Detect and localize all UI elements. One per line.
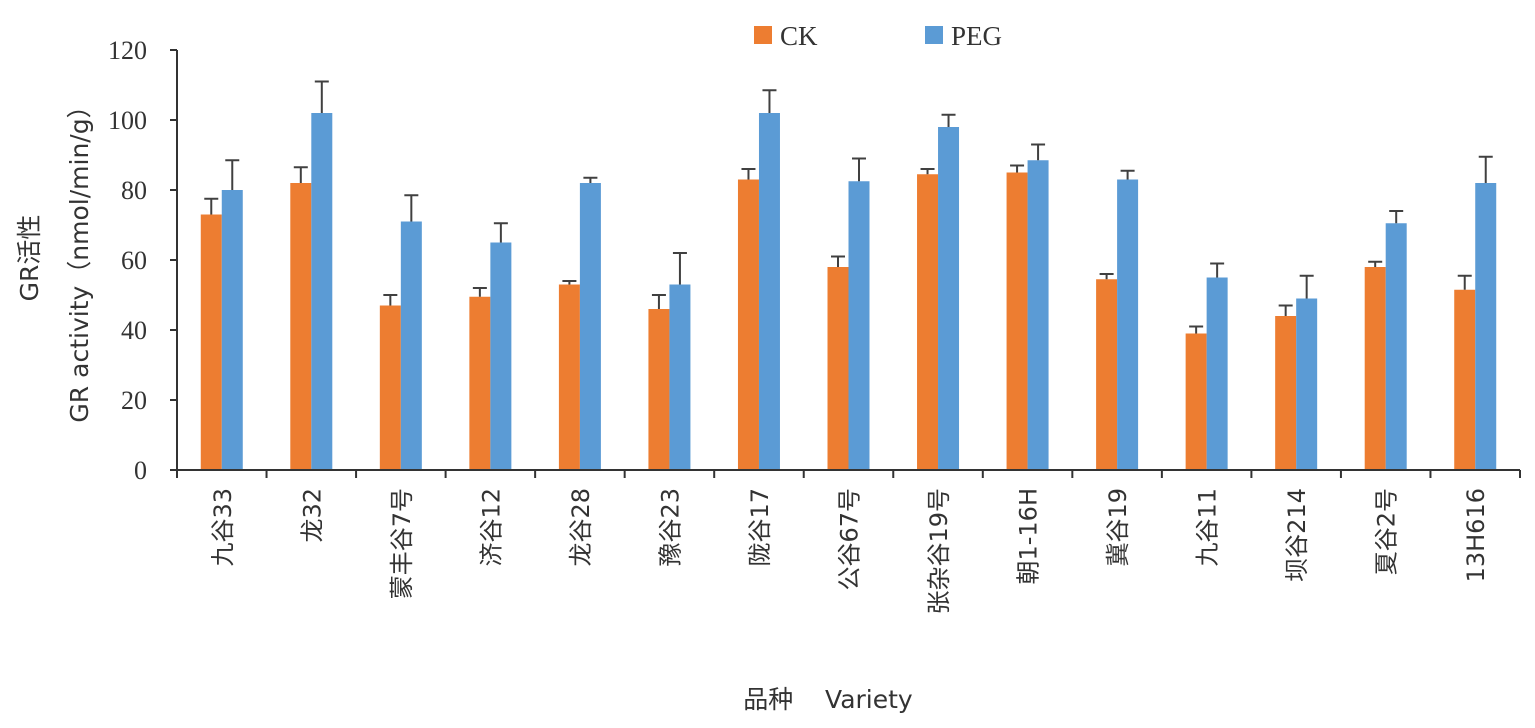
error-bar-peg-8 (852, 157, 866, 182)
x-category-label: 陇谷17 (746, 488, 774, 567)
error-bar-ck-4 (472, 287, 487, 297)
bar-peg-3 (400, 221, 422, 470)
bar-ck-8 (827, 267, 849, 470)
x-category-label: 坝谷214 (1283, 488, 1311, 582)
error-bar-ck-9 (920, 168, 935, 175)
bar-peg-2 (311, 113, 333, 470)
x-category-label: 冀谷19 (1104, 488, 1132, 567)
y-axis-title-line-1: GR活性 (15, 215, 44, 302)
error-bar-ck-6 (651, 294, 666, 309)
bar-ck-10 (1006, 172, 1028, 470)
bar-peg-14 (1385, 223, 1407, 470)
x-category-label: 蒙丰谷7号 (388, 488, 416, 599)
error-bar-ck-12 (1189, 325, 1204, 334)
y-tick-label: 60 (121, 246, 147, 275)
y-tick-label: 120 (108, 36, 147, 65)
x-category-label: 九谷33 (209, 488, 237, 567)
x-category-label: 龙32 (298, 488, 326, 543)
error-bar-peg-9 (941, 113, 956, 127)
y-axis-title-line-2: GR activity（nmol/min/g） (65, 93, 94, 422)
error-bar-ck-5 (562, 280, 577, 285)
x-category-label: 朝1-16H (1015, 488, 1043, 585)
bar-peg-10 (1027, 160, 1049, 470)
bar-ck-3 (379, 305, 401, 470)
bar-peg-4 (490, 242, 512, 470)
bar-ck-15 (1454, 289, 1476, 470)
y-axis-title: GR活性 GR activity（nmol/min/g） (15, 93, 94, 422)
bar-ck-14 (1364, 267, 1386, 470)
error-bars (204, 80, 1493, 334)
y-tick-label: 0 (134, 456, 147, 485)
error-bar-ck-3 (383, 294, 398, 306)
x-category-label: 龙谷28 (567, 488, 595, 567)
y-tick-label: 80 (121, 176, 147, 205)
error-bar-peg-14 (1389, 210, 1404, 224)
error-bar-peg-4 (493, 222, 508, 243)
bar-ck-5 (558, 284, 580, 470)
x-category-label: 公谷67号 (836, 488, 864, 591)
legend-label-peg: PEG (951, 21, 1002, 51)
x-category-label: 夏谷2号 (1373, 488, 1401, 575)
x-category-label: 13H616 (1462, 488, 1490, 582)
bar-peg-11 (1117, 179, 1139, 470)
bar-peg-5 (579, 183, 601, 470)
bar-ck-9 (917, 174, 939, 470)
bars (200, 113, 1497, 470)
x-category-label: 张杂谷19号 (925, 488, 953, 615)
error-bar-ck-14 (1368, 260, 1383, 267)
bar-peg-9 (938, 127, 960, 470)
error-bar-peg-12 (1210, 262, 1225, 278)
error-bar-peg-2 (314, 80, 329, 113)
error-bar-peg-13 (1299, 274, 1314, 299)
legend-swatch-peg (925, 26, 943, 44)
error-bar-peg-15 (1478, 155, 1493, 183)
y-tick-label: 100 (108, 106, 147, 135)
error-bar-ck-15 (1457, 274, 1472, 290)
bar-ck-6 (648, 309, 670, 470)
bar-ck-4 (469, 296, 491, 470)
bar-peg-1 (221, 190, 243, 470)
bar-peg-7 (758, 113, 780, 470)
x-category-label: 济谷12 (477, 488, 505, 567)
bar-ck-2 (290, 183, 312, 470)
error-bar-ck-1 (204, 197, 219, 215)
x-axis-category-labels: 九谷33 龙32 蒙丰谷7号 济谷12 龙谷28 豫谷23 陇谷17 公谷67号 张杂谷19号 朝… (176, 470, 1521, 615)
error-bar-peg-5 (583, 176, 598, 183)
bar-peg-8 (848, 181, 870, 470)
error-bar-peg-7 (762, 89, 777, 113)
error-bar-ck-13 (1278, 304, 1293, 316)
error-bar-peg-11 (1120, 169, 1135, 180)
error-bar-ck-7 (741, 168, 756, 180)
bar-ck-7 (737, 179, 759, 470)
y-axis: 0 20 40 60 80 100 120 (108, 36, 177, 485)
legend: CK PEG (754, 21, 1002, 51)
error-bar-peg-10 (1031, 143, 1046, 161)
error-bar-ck-8 (831, 255, 845, 267)
error-bar-peg-6 (672, 252, 687, 285)
legend-swatch-ck (754, 26, 772, 44)
bar-peg-15 (1475, 183, 1497, 470)
bar-ck-13 (1275, 316, 1297, 470)
bar-peg-13 (1296, 298, 1318, 470)
error-bar-ck-2 (293, 166, 308, 183)
bar-peg-12 (1206, 277, 1228, 470)
error-bar-peg-3 (404, 194, 419, 222)
x-axis-title: 品种 Variety (743, 685, 913, 714)
bar-peg-6 (669, 284, 691, 470)
bar-ck-12 (1185, 333, 1207, 470)
bar-ck-11 (1096, 279, 1118, 470)
error-bar-ck-10 (1010, 164, 1025, 173)
x-category-label: 九谷11 (1194, 488, 1222, 567)
y-tick-label: 40 (121, 316, 147, 345)
y-tick-label: 20 (121, 386, 147, 415)
bar-ck-1 (200, 214, 222, 470)
legend-label-ck: CK (780, 21, 818, 51)
x-category-label: 豫谷23 (656, 488, 684, 567)
error-bar-peg-1 (225, 159, 240, 190)
error-bar-ck-11 (1099, 273, 1114, 280)
